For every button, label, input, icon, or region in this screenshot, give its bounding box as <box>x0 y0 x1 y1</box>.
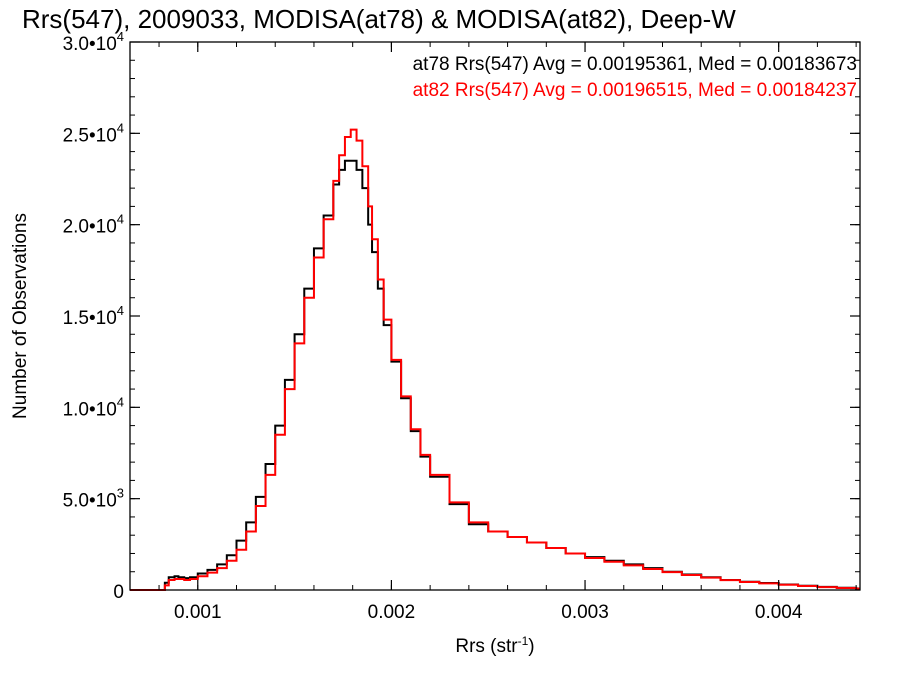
plot-series-group <box>130 128 860 591</box>
x-axis-label-exp: -1 <box>518 634 529 648</box>
legend-entry-2: at82 Rrs(547) Avg = 0.00196515, Med = 0.… <box>413 80 857 101</box>
y-tick-label: 2.0•104 <box>63 212 124 238</box>
x-tick-label: 0.004 <box>755 602 803 623</box>
plot-frame <box>129 41 861 591</box>
chart-title: Rrs(547), 2009033, MODISA(at78) & MODISA… <box>22 4 736 34</box>
series-line-1 <box>130 159 860 591</box>
y-tick-label: 3.0•104 <box>63 29 124 55</box>
y-tick-label: 1.5•104 <box>63 303 124 329</box>
x-axis-label-main: Rrs (str <box>455 636 518 657</box>
x-tick-label: 0.001 <box>174 602 222 623</box>
legend-entry-1: at78 Rrs(547) Avg = 0.00195361, Med = 0.… <box>413 54 857 75</box>
y-tick-label: 0 <box>113 582 124 603</box>
series-line-2 <box>130 128 860 591</box>
x-axis: 0.001 0.002 0.003 0.004 <box>158 42 857 623</box>
x-axis-label: Rrs (str-1) <box>455 634 534 657</box>
x-axis-label-tail: ) <box>528 636 534 657</box>
y-tick-label: 2.5•104 <box>63 120 124 146</box>
y-tick-label: 5.0•103 <box>63 486 124 512</box>
y-axis: 0 5.0•103 1.0•104 1.5•104 2.0•104 2.5•104 3.0•… <box>63 29 860 603</box>
x-tick-label: 0.003 <box>561 602 609 623</box>
legend: at78 Rrs(547) Avg = 0.00195361, Med = 0.… <box>413 54 857 101</box>
x-tick-label: 0.002 <box>368 602 416 623</box>
y-tick-label: 1.0•104 <box>63 394 124 420</box>
y-axis-label: Number of Observations <box>10 213 31 419</box>
